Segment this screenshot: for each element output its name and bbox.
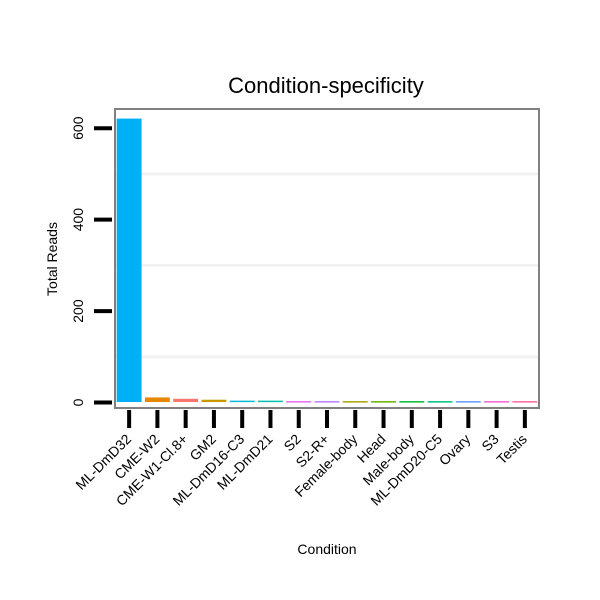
bar-2 [173, 398, 199, 403]
bar-4 [229, 400, 255, 403]
bar-6 [286, 401, 312, 403]
x-tick-label-14: Testis [493, 431, 530, 468]
y-tick-label-2: 400 [70, 208, 86, 232]
bar-3 [201, 399, 227, 403]
y-tick-label-1: 200 [70, 299, 86, 323]
bar-10 [399, 401, 425, 403]
bar-14 [512, 401, 538, 403]
y-tick-label-0: 0 [70, 398, 86, 406]
plot-frame [114, 108, 540, 409]
bar-9 [371, 401, 396, 403]
y-tick-label-3: 600 [70, 116, 86, 140]
bar-1 [144, 397, 170, 403]
y-axis-title: Total Reads [44, 222, 60, 296]
bar-11 [427, 401, 453, 403]
chart-title: Condition-specificity [228, 73, 424, 98]
bar-13 [484, 401, 510, 403]
bar-8 [342, 401, 368, 403]
bar-5 [258, 400, 283, 403]
x-axis-title: Condition [297, 541, 356, 557]
bar-12 [455, 401, 481, 403]
bar-0 [116, 118, 142, 403]
bar-7 [314, 401, 340, 403]
x-tick-label-12: Ovary [436, 431, 474, 469]
